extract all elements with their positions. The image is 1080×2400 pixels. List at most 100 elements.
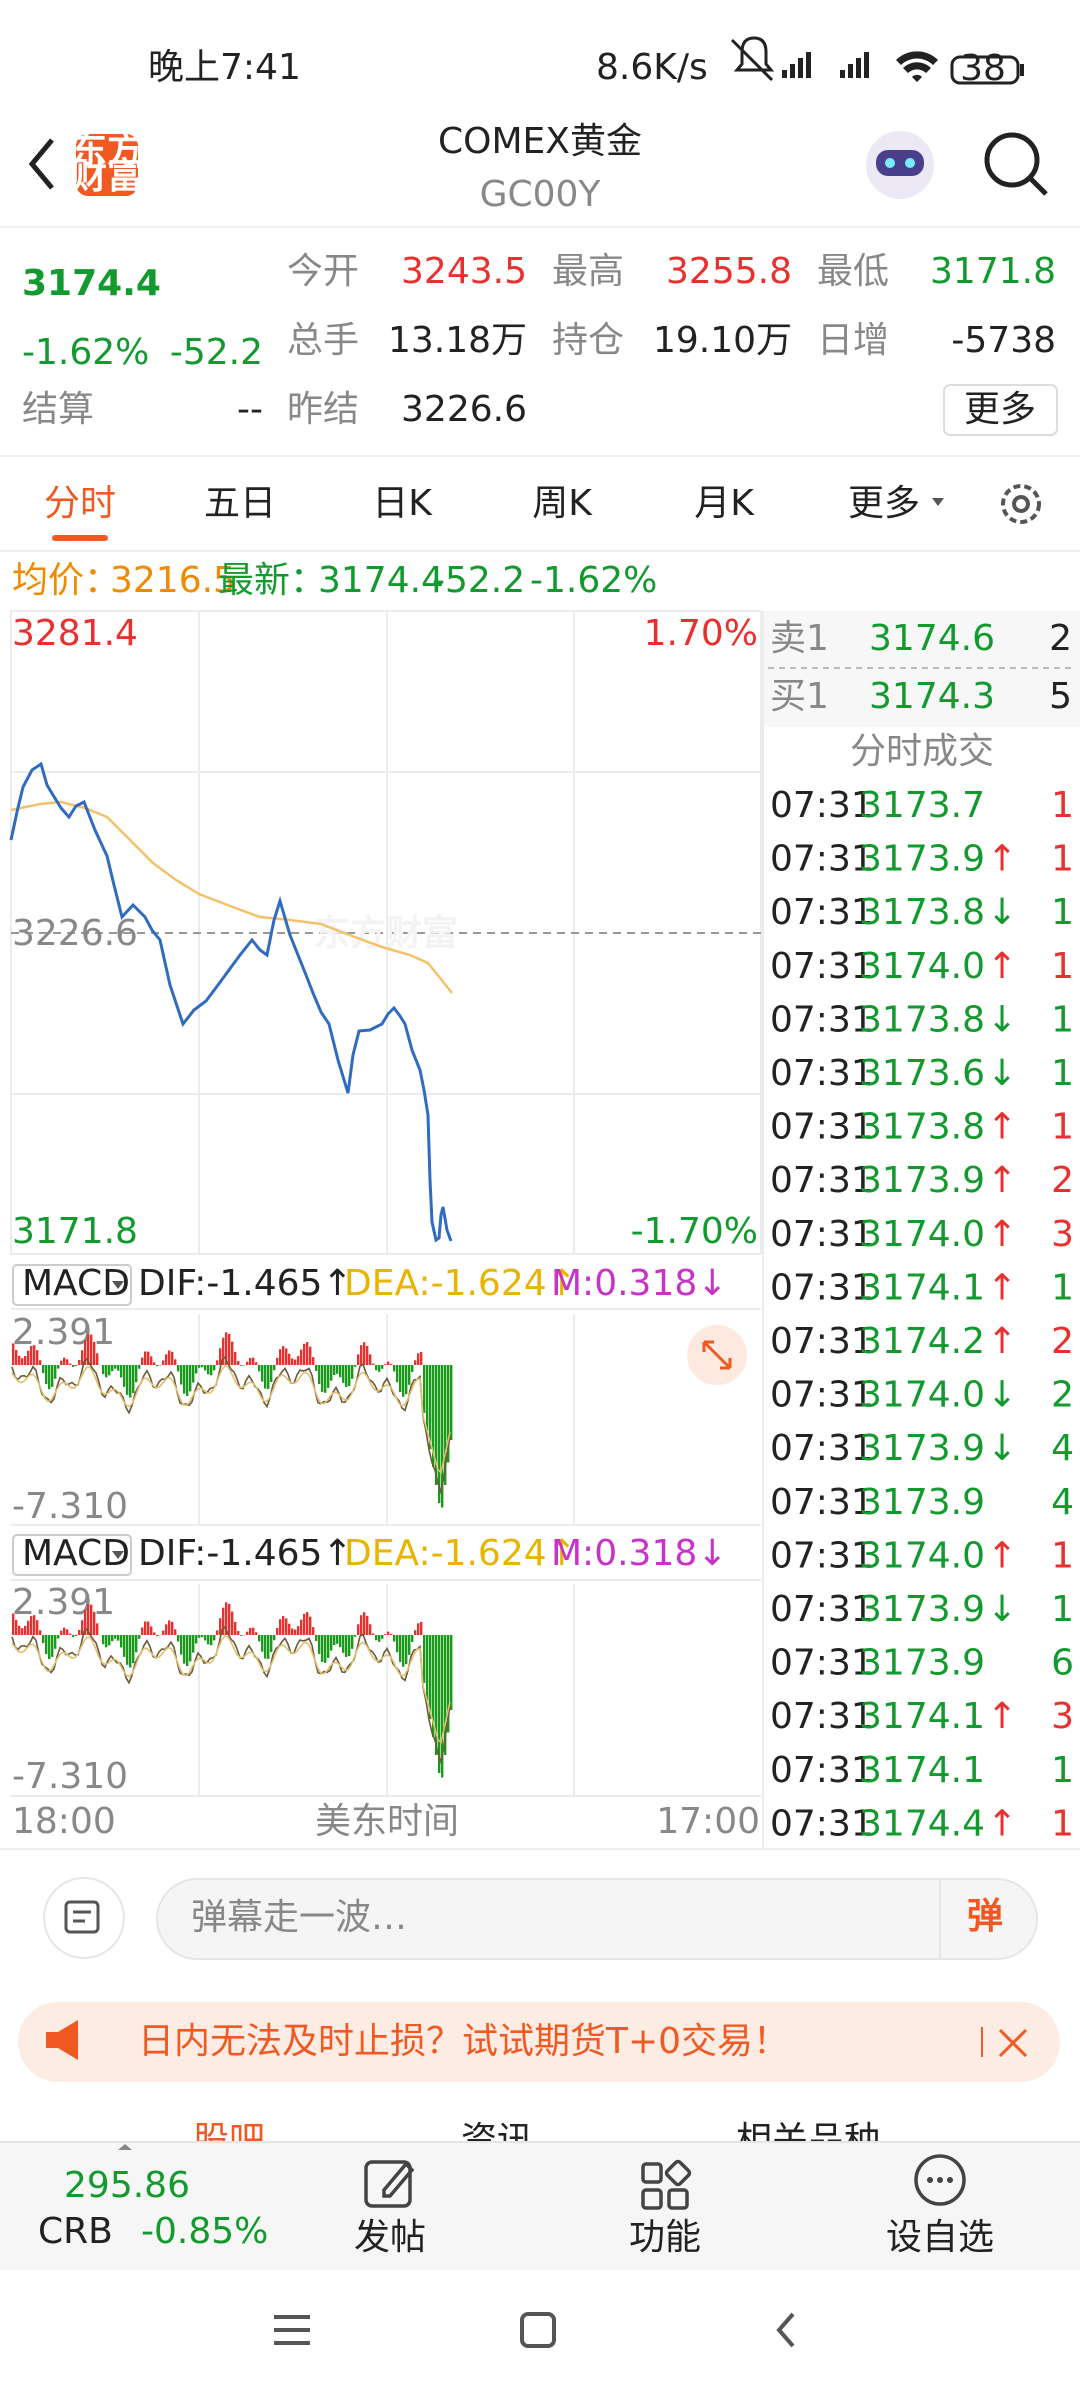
trade-arrow: ↓: [987, 1428, 1017, 1469]
macd-bar: [432, 1365, 435, 1467]
stat-value: 3171.8: [930, 251, 1056, 292]
macd-bar: [351, 1635, 354, 1649]
bottom-button[interactable]: 功能: [629, 2217, 701, 2258]
promo-banner[interactable]: [18, 2002, 1060, 2082]
macd-bar: [339, 1635, 342, 1648]
tab[interactable]: 更多: [848, 483, 920, 524]
stat-value: 3243.5: [401, 251, 527, 292]
index-value[interactable]: 295.86: [64, 2165, 190, 2206]
macd-bar: [237, 1361, 240, 1365]
macd-bar: [327, 1365, 330, 1388]
tab[interactable]: 周K: [532, 483, 593, 524]
macd-bar: [300, 1619, 303, 1635]
tab[interactable]: 日K: [372, 483, 433, 524]
macd-bar: [180, 1365, 183, 1385]
macd-caret: [112, 1551, 124, 1559]
trade-time: 07:31: [770, 1696, 874, 1737]
macd-bar: [288, 1353, 291, 1365]
macd-bar: [126, 1365, 129, 1395]
macd-bar: [12, 1343, 15, 1365]
macd-bar: [444, 1635, 447, 1755]
macd-bar: [186, 1635, 189, 1667]
watchlist-icon[interactable]: [914, 2154, 966, 2206]
comment-placeholder[interactable]: 弹幕走一波…: [191, 1897, 407, 1938]
price-line: [9, 761, 453, 1243]
macd-bar: [213, 1365, 216, 1371]
trade-volume: 1: [1051, 785, 1074, 826]
macd-bar: [111, 1365, 114, 1372]
macd-bar: [18, 1355, 21, 1365]
danmaku-button[interactable]: 弹: [967, 1896, 1003, 1937]
index-name[interactable]: CRB: [38, 2211, 113, 2252]
macd-bar: [264, 1365, 267, 1389]
trade-time: 07:31: [770, 1321, 874, 1362]
macd-bar: [78, 1629, 81, 1635]
tab-active[interactable]: 分时: [44, 483, 116, 524]
macd-bar: [330, 1635, 333, 1651]
expand-button[interactable]: [687, 1325, 747, 1385]
banner-text[interactable]: 日内无法及时止损？试试期货T+0交易！: [138, 2021, 789, 2062]
trade-arrow: ↑: [987, 1107, 1017, 1148]
macd-bar: [117, 1635, 120, 1641]
macd-bar: [147, 1351, 150, 1365]
macd-bar: [270, 1635, 273, 1653]
macd-bar: [303, 1613, 306, 1635]
more-button-label[interactable]: 更多: [964, 389, 1036, 430]
macd-bar: [438, 1635, 441, 1773]
macd-bar: [378, 1365, 381, 1372]
tab[interactable]: 五日: [204, 483, 276, 524]
nav-home[interactable]: [520, 2312, 556, 2348]
stat-value: -5738: [951, 320, 1056, 361]
trade-price: 3173.8: [859, 1107, 985, 1148]
index-change[interactable]: -0.85%: [141, 2211, 268, 2252]
more-button[interactable]: [943, 384, 1058, 436]
comment-input[interactable]: [156, 1878, 1038, 1960]
nav-menu[interactable]: [274, 2315, 310, 2345]
macd-bar: [240, 1635, 243, 1636]
macd-bar: [48, 1635, 51, 1660]
macd-bar: [360, 1345, 363, 1365]
macd-bar: [381, 1365, 384, 1369]
y-axis-mid: 3226.6: [12, 913, 138, 954]
macd-bar: [258, 1635, 261, 1642]
macd-bar: [33, 1345, 36, 1365]
macd-bar: [282, 1616, 285, 1635]
macd-bar: [198, 1365, 201, 1368]
nav-back[interactable]: [776, 2312, 795, 2348]
macd-bar: [30, 1346, 33, 1365]
battery-level: 38: [960, 48, 1006, 89]
trade-arrow: ↓: [987, 892, 1017, 933]
trade-price: 3174.0: [859, 946, 985, 987]
trade-price: 3173.9: [859, 839, 985, 880]
macd-bar: [150, 1356, 153, 1365]
assistant-icon[interactable]: [866, 131, 934, 199]
logo-text: 财富: [71, 155, 143, 197]
bottom-button[interactable]: 发帖: [354, 2217, 426, 2258]
trade-volume: 1: [1051, 892, 1074, 933]
macd-bar: [387, 1361, 390, 1365]
macd-dif-line: [11, 1625, 451, 1765]
macd-bar: [348, 1365, 351, 1387]
macd-bar: [429, 1635, 432, 1719]
trade-volume: 3: [1051, 1214, 1074, 1255]
macd-bar: [198, 1635, 201, 1638]
search-button[interactable]: [984, 132, 1048, 196]
macd-bar: [399, 1365, 402, 1393]
settings-button[interactable]: [1001, 484, 1041, 524]
macd-bar: [321, 1635, 324, 1662]
macd-bar: [402, 1365, 405, 1397]
trade-price: 3174.0: [859, 1535, 985, 1576]
function-icon[interactable]: [641, 2159, 692, 2210]
y-axis-top: 3281.4: [12, 613, 138, 654]
bottom-button[interactable]: 设自选: [886, 2217, 994, 2258]
danmaku-settings[interactable]: [43, 1877, 125, 1959]
macd-bar: [84, 1340, 87, 1365]
trade-arrow: ↑: [987, 839, 1017, 880]
tab[interactable]: 月K: [694, 483, 755, 524]
macd-bar: [135, 1365, 138, 1383]
ask-price: 3174.6: [869, 618, 995, 659]
banner-close[interactable]: [998, 2028, 1028, 2058]
post-icon[interactable]: [364, 2160, 415, 2208]
macd-bar: [441, 1635, 444, 1778]
back-button[interactable]: [28, 138, 54, 190]
